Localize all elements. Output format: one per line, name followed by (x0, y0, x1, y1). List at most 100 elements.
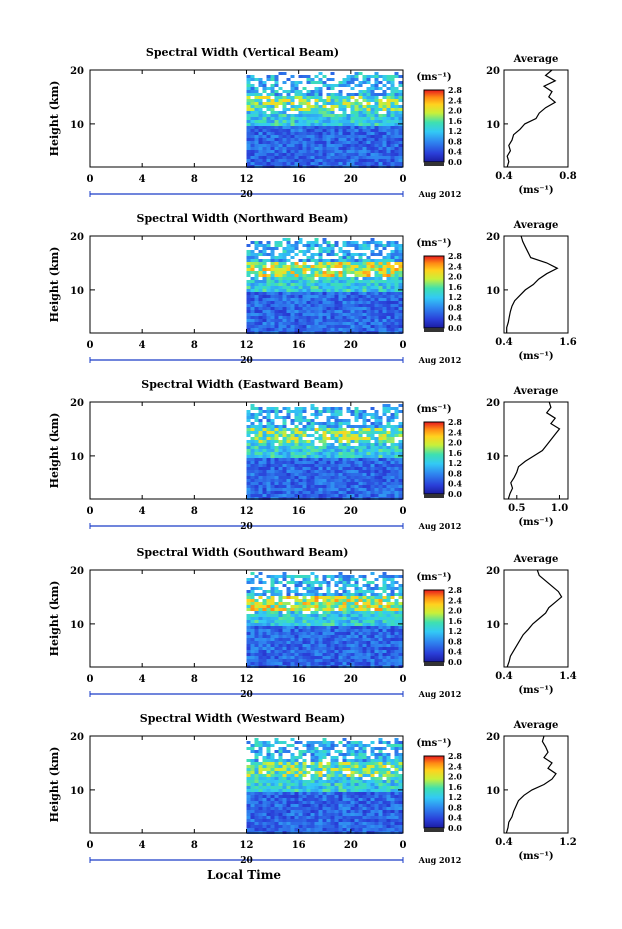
heatmap-field (246, 572, 403, 668)
x-tick-label: 8 (191, 174, 198, 185)
x-tick-label: 0 (400, 340, 407, 351)
profile-unit: (ms⁻¹) (518, 517, 553, 528)
x-tick-label: 8 (191, 506, 198, 517)
x-tick-label: 8 (191, 840, 198, 851)
colorbar-tick-label: 1.6 (448, 448, 462, 458)
date-label: 20 (240, 856, 253, 866)
colorbar-tick-label: 2.0 (448, 772, 462, 782)
panel-title: Spectral Width (Northward Beam) (137, 212, 349, 225)
x-tick-label: 4 (139, 840, 146, 851)
y-axis-label: Height (km) (48, 81, 61, 157)
x-tick-label: 0 (87, 174, 94, 185)
profile-y-tick-label: 20 (486, 732, 500, 743)
profile-unit: (ms⁻¹) (518, 851, 553, 862)
colorbar-tick-label: 2.8 (448, 251, 462, 261)
date-label: 20 (240, 690, 253, 700)
panel-title: Spectral Width (Eastward Beam) (141, 378, 343, 391)
colorbar-tick-label: 2.0 (448, 106, 462, 116)
x-tick-label: 8 (191, 674, 198, 685)
x-tick-label: 12 (240, 506, 254, 517)
heatmap-field (246, 238, 403, 334)
profile-unit: (ms⁻¹) (518, 351, 553, 362)
profile-x-tick-label: 0.5 (508, 503, 525, 514)
y-tick-label: 10 (70, 452, 84, 463)
x-tick-label: 0 (400, 174, 407, 185)
x-tick-label: 16 (292, 174, 306, 185)
colorbar-tick-label: 0.4 (448, 313, 462, 323)
profile-y-tick-label: 10 (486, 620, 500, 631)
colorbar-tick-label: 2.4 (448, 761, 462, 771)
colorbar-tick-label: 0.8 (448, 636, 462, 646)
bottom-xlabel: Local Time (207, 868, 281, 882)
profile-line (506, 235, 559, 333)
colorbar-unit: (ms⁻¹) (416, 738, 451, 749)
profile-y-tick-label: 10 (486, 120, 500, 131)
x-tick-label: 20 (344, 340, 358, 351)
x-tick-label: 4 (139, 174, 146, 185)
panel-5: Spectral Width (Westward Beam) Height (km… (48, 712, 577, 866)
colorbar-tick-label: 0.0 (448, 157, 462, 167)
x-tick-label: 20 (344, 840, 358, 851)
colorbar-unit: (ms⁻¹) (416, 72, 451, 83)
x-tick-label: 0 (87, 840, 94, 851)
x-tick-label: 20 (344, 674, 358, 685)
profile-title: Average (513, 720, 559, 731)
colorbar (423, 255, 445, 329)
profile-frame (503, 401, 569, 500)
profile-y-tick-label: 10 (486, 786, 500, 797)
x-tick-label: 4 (139, 340, 146, 351)
colorbar-tick-label: 2.4 (448, 595, 462, 605)
colorbar-tick-label: 2.8 (448, 751, 462, 761)
colorbar-tick-label: 1.2 (448, 792, 462, 802)
y-tick-label: 10 (70, 286, 84, 297)
colorbar-tick-label: 0.4 (448, 647, 462, 657)
x-tick-label: 0 (87, 674, 94, 685)
colorbar-tick-label: 0.4 (448, 147, 462, 157)
date-label: 20 (240, 190, 253, 200)
panel-title: Spectral Width (Westward Beam) (140, 712, 345, 725)
profile-title: Average (513, 554, 559, 565)
colorbar-tick-label: 2.4 (448, 427, 462, 437)
profile-frame (503, 569, 569, 668)
profile-y-tick-label: 20 (486, 232, 500, 243)
colorbar-tick-label: 2.0 (448, 438, 462, 448)
colorbar-tick-label: 0.8 (448, 468, 462, 478)
y-axis-label: Height (km) (48, 747, 61, 823)
colorbar (423, 589, 445, 663)
colorbar-unit: (ms⁻¹) (416, 238, 451, 249)
colorbar-tick-label: 2.0 (448, 606, 462, 616)
colorbar-tick-label: 1.6 (448, 116, 462, 126)
profile-x-tick-label: 1.6 (559, 337, 576, 348)
profile-line (506, 569, 563, 668)
x-tick-label: 16 (292, 506, 306, 517)
y-tick-label: 20 (70, 566, 84, 577)
month-label: Aug 2012 (418, 355, 462, 365)
colorbar-tick-label: 2.8 (448, 85, 462, 95)
x-tick-label: 16 (292, 840, 306, 851)
colorbar-under (424, 162, 444, 166)
y-tick-label: 20 (70, 66, 84, 77)
x-tick-label: 20 (344, 174, 358, 185)
profile-unit: (ms⁻¹) (518, 685, 553, 696)
profile-line (507, 401, 561, 500)
month-label: Aug 2012 (418, 189, 462, 199)
panel-4: Spectral Width (Southward Beam) Height (k… (48, 546, 577, 700)
colorbar-under (424, 328, 444, 332)
colorbar-tick-label: 0.8 (448, 302, 462, 312)
profile-y-tick-label: 10 (486, 286, 500, 297)
y-axis-label: Height (km) (48, 247, 61, 323)
panel-2: Spectral Width (Northward Beam) Height (k… (48, 212, 577, 366)
colorbar-tick-label: 0.4 (448, 479, 462, 489)
colorbar-tick-label: 2.4 (448, 95, 462, 105)
colorbar-tick-label: 0.0 (448, 323, 462, 333)
x-tick-label: 0 (400, 840, 407, 851)
colorbar-tick-label: 0.4 (448, 813, 462, 823)
colorbar-unit: (ms⁻¹) (416, 572, 451, 583)
x-tick-label: 0 (87, 340, 94, 351)
y-tick-label: 10 (70, 786, 84, 797)
colorbar-tick-label: 1.2 (448, 458, 462, 468)
y-tick-label: 20 (70, 232, 84, 243)
profile-frame (503, 735, 569, 834)
colorbar (423, 89, 445, 163)
